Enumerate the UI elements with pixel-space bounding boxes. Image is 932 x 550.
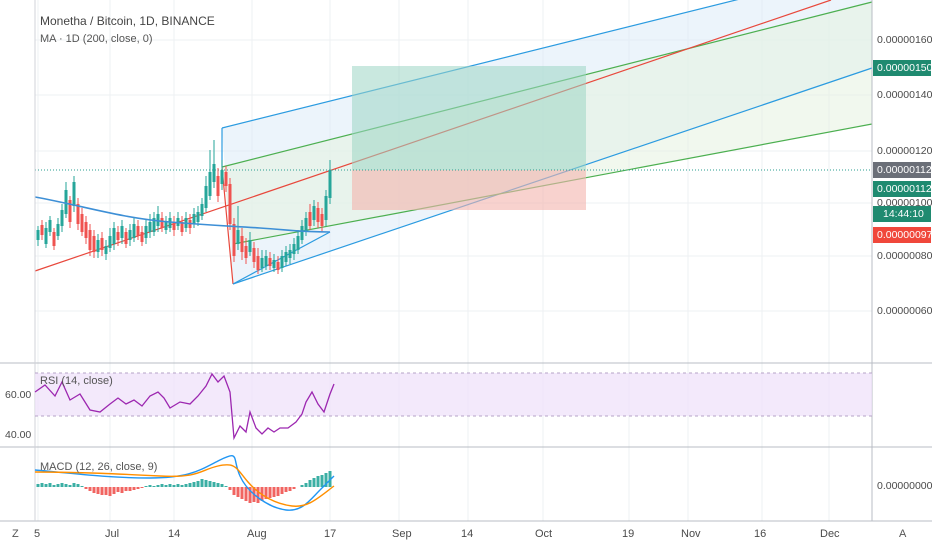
macd-legend[interactable]: MACD (12, 26, close, 9) (40, 461, 158, 473)
time-label: Nov (681, 528, 701, 540)
macd-axis-label: 0.00000000 (877, 480, 932, 492)
countdown-tag: 14:44:10 (873, 206, 931, 222)
time-label: 5 (34, 528, 41, 540)
time-label: 14 (168, 528, 181, 540)
rsi-axis-label: 60.00 (5, 389, 32, 401)
time-label: Sep (392, 528, 412, 540)
price-label: 0.00000120 (877, 145, 932, 157)
price-label: 0.00000140 (877, 89, 932, 101)
target-price-tag: 0.00000150 (873, 60, 932, 76)
time-label: Jul (105, 528, 120, 540)
price-label: 0.00000060 (877, 305, 932, 317)
time-label: Aug (247, 528, 267, 540)
candlestick-series[interactable] (36, 140, 332, 274)
signal-line (34, 464, 335, 507)
zoom-reset-button[interactable]: Z (12, 528, 19, 540)
rsi-line[interactable] (34, 372, 335, 441)
time-label: 14 (461, 528, 474, 540)
stop-price-tag: 0.00000097 (873, 227, 932, 243)
close-price-tag: 0.00000112 (873, 181, 932, 197)
rsi-axis-label: 40.00 (5, 429, 32, 441)
time-label: 17 (324, 528, 337, 540)
last-price-tag: 0.00000112 (873, 162, 932, 178)
time-label: 19 (622, 528, 635, 540)
long-position-tool[interactable] (352, 66, 586, 210)
symbol-title[interactable]: Monetha / Bitcoin, 1D, BINANCE (40, 14, 215, 28)
rsi-pane[interactable] (34, 372, 872, 441)
time-label: Dec (820, 528, 840, 540)
time-label: 16 (754, 528, 767, 540)
rsi-legend[interactable]: RSI (14, close) (40, 375, 113, 387)
auto-scale-button[interactable]: A (899, 528, 907, 540)
macd-pane[interactable] (34, 455, 335, 511)
price-label: 0.00000080 (877, 250, 932, 262)
time-label: Oct (535, 528, 553, 540)
ma-legend[interactable]: MA · 1D (200, close, 0) (40, 33, 153, 45)
moving-average-line[interactable] (34, 196, 331, 233)
price-label: 0.00000160 (877, 34, 932, 46)
